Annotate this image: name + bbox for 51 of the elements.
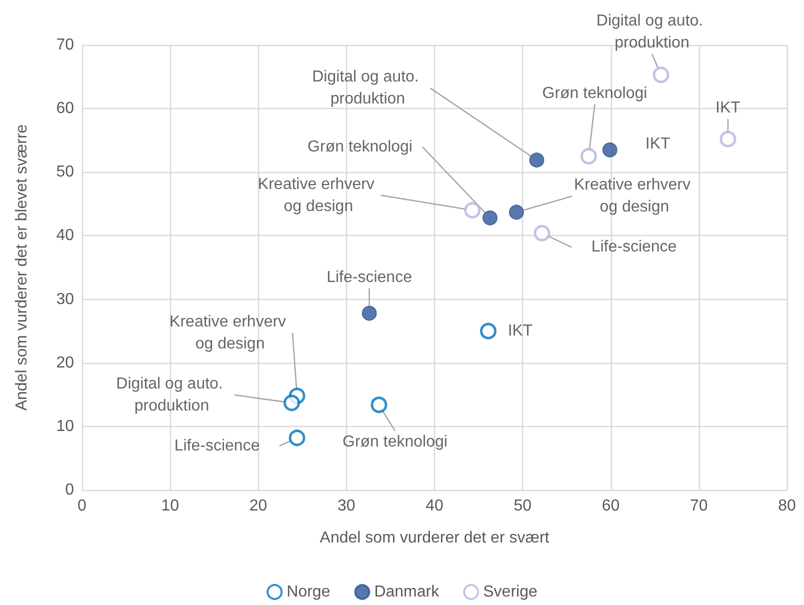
point [480, 322, 497, 340]
point [370, 396, 388, 414]
y-axis-title: Andel som vurderer det er blevet sværre [14, 124, 30, 411]
y-tick-label: 50 [56, 164, 74, 181]
data-label: IKT [645, 135, 671, 152]
x-tick-label: 30 [337, 498, 356, 514]
data-label: Life-science [174, 437, 260, 454]
point [534, 224, 550, 242]
legend-label: Norge [286, 584, 330, 600]
point [288, 430, 306, 446]
y-tick-label: 30 [56, 290, 74, 308]
point [284, 394, 300, 412]
point [529, 152, 544, 168]
data-label: Digital og auto. produktion [312, 68, 424, 108]
x-tick-label: 40 [426, 498, 444, 514]
data-label: Digital og auto. produktion [596, 12, 708, 52]
y-tick-label: 70 [56, 36, 74, 54]
legend-label: Sverige [483, 584, 538, 600]
x-tick-label: 50 [514, 498, 532, 514]
point [652, 66, 670, 84]
data-label: Digital og auto. produktion [116, 375, 228, 414]
data-label: Life-science [326, 268, 412, 286]
data-label: IKT [716, 100, 741, 117]
data-label: Kreative erhverv og design [574, 176, 695, 216]
data-label: Kreative erhverv og design [170, 313, 290, 352]
data-label: IKT [508, 322, 533, 340]
x-tick-label: 20 [249, 498, 268, 514]
point [464, 202, 481, 219]
x-tick-label: 10 [161, 498, 180, 514]
point [482, 210, 498, 226]
legend-label: Danmark [374, 584, 440, 600]
x-tick-label: 80 [778, 498, 796, 514]
data-label: Kreative erhverv og design [258, 176, 379, 215]
x-tick-label: 60 [602, 498, 620, 514]
data-label: Grøn teknologi [542, 84, 648, 102]
y-tick-label: 60 [56, 100, 74, 118]
y-tick-label: 40 [56, 227, 74, 244]
data-label: Grøn teknologi [308, 138, 412, 156]
y-tick-label: 0 [65, 482, 74, 498]
point [580, 148, 597, 164]
x-tick-label: 0 [78, 498, 87, 514]
point [720, 130, 736, 148]
x-tick-label: 70 [690, 498, 708, 514]
data-label: Life-science [591, 238, 677, 256]
y-tick-label: 20 [56, 354, 74, 372]
x-axis-title: Andel som vurderer det er svært [320, 530, 550, 546]
y-tick-label: 10 [56, 418, 74, 435]
point [508, 204, 524, 220]
point [602, 142, 618, 158]
data-label: Grøn teknologi [342, 433, 448, 450]
point [362, 306, 377, 321]
